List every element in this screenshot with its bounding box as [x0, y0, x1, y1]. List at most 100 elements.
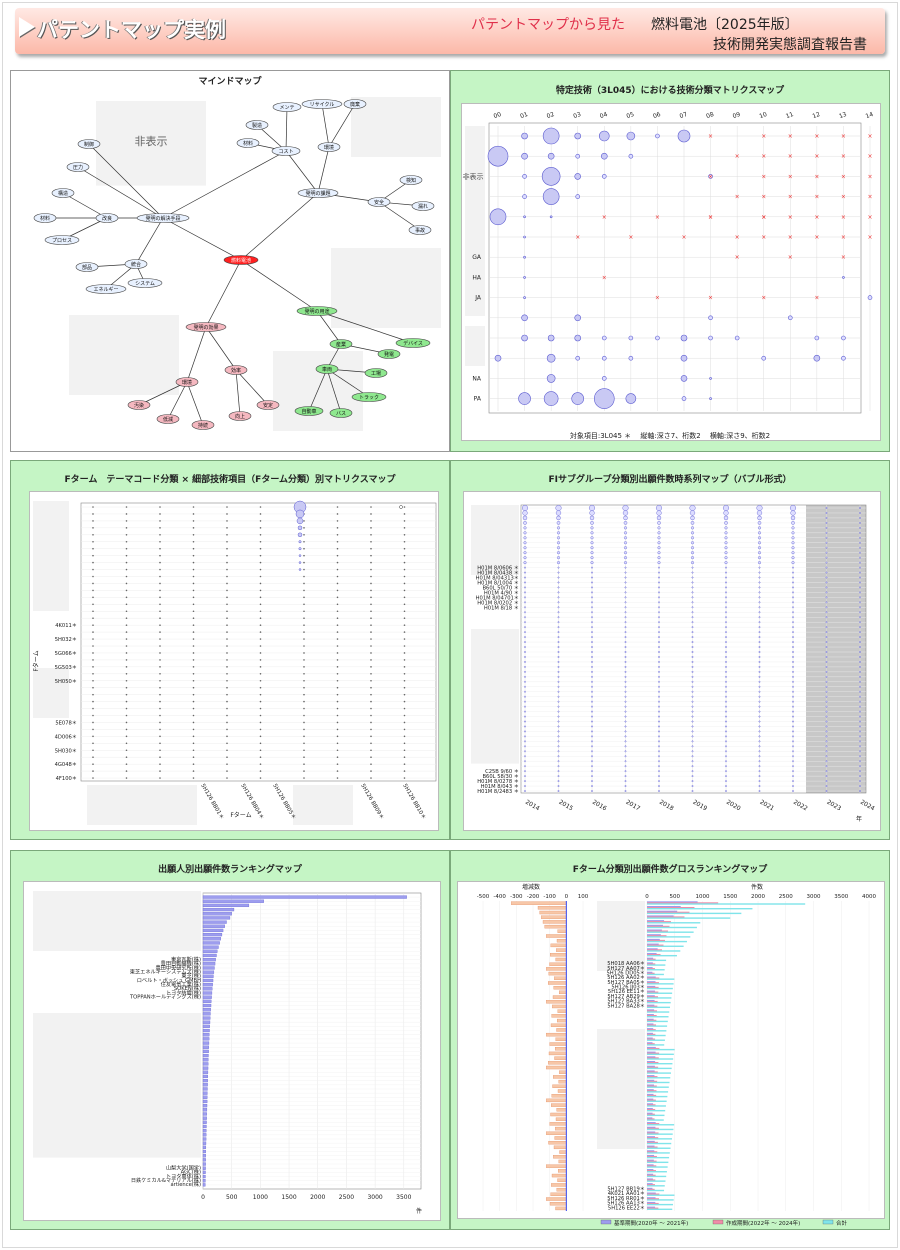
left-tick: 100 [578, 894, 589, 900]
fterm-label: 5H127 BA05＊ [607, 980, 645, 986]
fi-bubble [557, 586, 560, 589]
mindmap-node-label: 発明の解決手段 [145, 215, 180, 222]
matrix-dot [226, 540, 228, 543]
matrix-dot [336, 659, 339, 661]
matrix-bubble [575, 153, 581, 159]
mindmap-node [44, 235, 80, 245]
fi-bubble [624, 775, 627, 778]
matrix-dot [92, 631, 94, 633]
change-bar [552, 995, 567, 999]
matrix-dot [192, 666, 195, 668]
matrix-dot [159, 554, 161, 557]
fi-bubble [792, 611, 794, 614]
matrix-dot [226, 721, 228, 724]
fi-bubble [825, 566, 828, 569]
fi-bubble [725, 656, 727, 658]
fi-bubble [825, 621, 828, 624]
matrix-x-mark: × [841, 194, 846, 201]
gross-bar-base [647, 990, 656, 992]
gross-bar-recent [647, 930, 668, 932]
matrix-bubble [814, 335, 820, 341]
matrix-x-mark: × [761, 214, 766, 221]
change-bar [558, 1159, 567, 1164]
mindmap-node [127, 278, 163, 288]
gross-bar-recent [647, 977, 660, 979]
fi-bubble [756, 510, 763, 516]
matrix-row-label: PA [474, 396, 482, 403]
matrix-dot [125, 513, 128, 515]
fi-bubble [623, 551, 627, 555]
matrix-dot [259, 617, 262, 619]
mindmap-node-label: 廃棄 [350, 101, 360, 108]
fi-bubble [792, 720, 794, 723]
fi-bubble [658, 646, 660, 648]
matrix-dot [303, 756, 305, 758]
change-bar [553, 1145, 567, 1150]
x-tick-label: 1500 [281, 1194, 296, 1201]
fi-bubble [523, 531, 527, 535]
fi-bubble [859, 596, 861, 599]
fi-bubble [557, 720, 560, 723]
fi-bubble [825, 735, 828, 738]
fi-bubble [825, 725, 828, 728]
fi-bubble [691, 596, 694, 599]
fi-row-label: H01M 8/18 ＊ [484, 605, 519, 611]
fi-bubble [859, 586, 861, 589]
fi-bubble [691, 586, 694, 589]
applicant-bar [202, 1129, 207, 1133]
change-bar [550, 1192, 567, 1197]
gross-bar-total [647, 1138, 672, 1140]
mindmap-node-label: 燃料電池 [231, 257, 251, 264]
fi-bubble [859, 715, 861, 718]
gross-bar-base [647, 967, 653, 969]
matrix-dot [159, 659, 161, 661]
fi-bubble [591, 656, 593, 658]
fi-bubble [792, 596, 794, 599]
applicant-bar [202, 1141, 207, 1145]
gross-bar-total [647, 964, 666, 966]
mindmap-node [329, 408, 353, 418]
matrix-dot [125, 527, 128, 529]
change-bar [557, 1178, 567, 1182]
fi-bubble [624, 661, 627, 663]
matrix-dot [125, 652, 128, 654]
fterm-row-label: 5H030＊ [55, 748, 77, 754]
fi-bubble [792, 616, 794, 619]
gross-bar-base [647, 905, 681, 908]
fi-bubble [724, 551, 728, 555]
fi-bubble [591, 740, 593, 743]
matrix-dot [336, 534, 339, 536]
matrix-dot [192, 679, 195, 682]
gross-bar-recent [647, 1071, 658, 1073]
gross-bar-recent [647, 1123, 660, 1125]
gross-bar-base [647, 1131, 656, 1133]
matrix-dot [303, 527, 305, 529]
fi-bubble [624, 670, 627, 673]
matrix-bubble [601, 335, 607, 341]
gross-ranking-title: Fターム分類別出願件数グロスランキングマップ [572, 865, 768, 875]
matrix-dot [259, 589, 262, 592]
matrix-dot [303, 624, 305, 626]
matrix-bubble [574, 334, 582, 342]
change-bar [546, 967, 567, 971]
matrix-bubble [521, 152, 528, 160]
fterm-label: 5H127 BA28＊ [607, 1003, 645, 1009]
matrix-dot [259, 554, 262, 557]
matrix-dot [159, 534, 161, 536]
fi-bubble [725, 646, 727, 648]
matrix-bubble [709, 397, 712, 400]
fi-bubble [657, 546, 661, 550]
matrix-dot [336, 707, 339, 710]
matrix-dot [125, 554, 128, 557]
gross-bar-recent [647, 1146, 658, 1148]
fi-bubble [725, 670, 727, 673]
matrix-bubble [523, 255, 526, 259]
matrix-x-mark: × [655, 295, 660, 302]
matrix-dot [226, 513, 228, 515]
fi-bubble [524, 760, 526, 763]
matrix-dot [336, 610, 339, 613]
fi-bubble [758, 581, 761, 584]
mindmap-node [77, 139, 101, 149]
fi-bubble [758, 551, 762, 555]
applicant-bar [202, 1104, 208, 1108]
